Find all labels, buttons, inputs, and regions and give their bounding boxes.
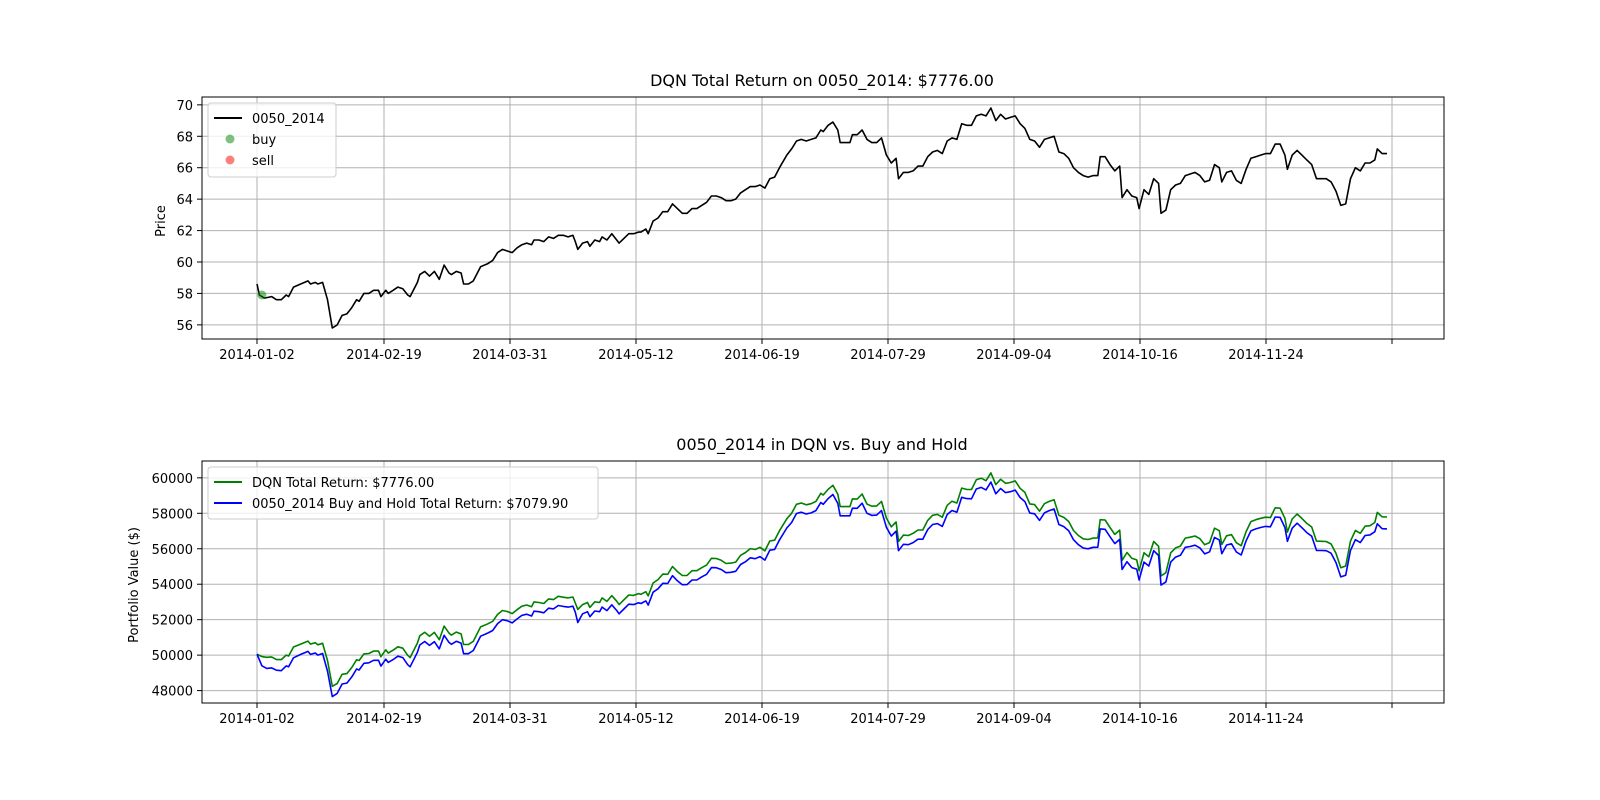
price-ytick-label: 60 xyxy=(176,256,193,271)
portfolio-ytick-label: 60000 xyxy=(152,472,193,487)
price-legend-label: 0050_2014 xyxy=(252,112,325,127)
portfolio-chart: 0050_2014 in DQN vs. Buy and Hold Portfo… xyxy=(127,435,1445,727)
portfolio-chart-title: 0050_2014 in DQN vs. Buy and Hold xyxy=(676,435,967,455)
portfolio-series-line-0 xyxy=(256,472,1388,688)
price-series-line-0 xyxy=(256,107,1387,329)
price-ytick-label: 68 xyxy=(176,130,193,145)
price-buy-marker xyxy=(257,290,267,300)
price-ytick-label: 58 xyxy=(176,287,193,302)
price-ytick-label: 70 xyxy=(176,99,193,114)
portfolio-xtick-label: 2014-05-12 xyxy=(598,712,674,727)
portfolio-ytick-label: 50000 xyxy=(152,649,193,664)
price-xtick-label: 2014-03-31 xyxy=(472,348,548,363)
portfolio-xtick-label: 2014-07-29 xyxy=(850,712,926,727)
price-xtick-label: 2014-10-16 xyxy=(1102,348,1178,363)
portfolio-ytick-label: 56000 xyxy=(152,543,193,558)
portfolio-series-line-1 xyxy=(256,481,1388,698)
portfolio-xtick-label: 2014-11-24 xyxy=(1228,712,1304,727)
price-chart-title: DQN Total Return on 0050_2014: $7776.00 xyxy=(650,71,994,91)
portfolio-xtick-label: 2014-06-19 xyxy=(724,712,800,727)
price-ytick-label: 64 xyxy=(176,193,193,208)
portfolio-xtick-label: 2014-03-31 xyxy=(472,712,548,727)
price-xtick-label: 2014-09-04 xyxy=(976,348,1052,363)
price-xtick-label: 2014-07-29 xyxy=(850,348,926,363)
portfolio-legend-label: DQN Total Return: $7776.00 xyxy=(252,476,434,491)
price-xtick-label: 2014-01-02 xyxy=(219,348,295,363)
price-ytick-label: 62 xyxy=(176,225,193,240)
price-xtick-label: 2014-06-19 xyxy=(724,348,800,363)
price-chart-ylabel: Price xyxy=(154,205,169,237)
price-legend-marker-sell xyxy=(225,155,235,165)
portfolio-ytick-label: 52000 xyxy=(152,614,193,629)
price-xtick-label: 2014-11-24 xyxy=(1228,348,1304,363)
portfolio-ytick-label: 58000 xyxy=(152,507,193,522)
portfolio-xtick-label: 2014-09-04 xyxy=(976,712,1052,727)
price-legend xyxy=(207,102,337,178)
portfolio-legend xyxy=(207,466,599,520)
portfolio-xtick-label: 2014-02-19 xyxy=(346,712,422,727)
portfolio-chart-ylabel: Portfolio Value ($) xyxy=(127,527,142,643)
price-xtick-label: 2014-05-12 xyxy=(598,348,674,363)
price-legend-marker-buy xyxy=(225,134,235,144)
price-legend-label: buy xyxy=(252,133,276,148)
portfolio-xtick-label: 2014-01-02 xyxy=(219,712,295,727)
price-ytick-label: 66 xyxy=(176,162,193,177)
price-axes-frame xyxy=(201,96,1445,340)
price-legend-label: sell xyxy=(252,154,274,169)
price-chart: DQN Total Return on 0050_2014: $7776.00 … xyxy=(154,71,1445,363)
portfolio-axes-frame xyxy=(201,460,1445,704)
price-plot-area xyxy=(202,97,1444,339)
portfolio-legend-label: 0050_2014 Buy and Hold Total Return: $70… xyxy=(252,497,568,512)
portfolio-ytick-label: 48000 xyxy=(152,685,193,700)
portfolio-ytick-label: 54000 xyxy=(152,578,193,593)
portfolio-xtick-label: 2014-10-16 xyxy=(1102,712,1178,727)
price-xtick-label: 2014-02-19 xyxy=(346,348,422,363)
price-ytick-label: 56 xyxy=(176,319,193,334)
